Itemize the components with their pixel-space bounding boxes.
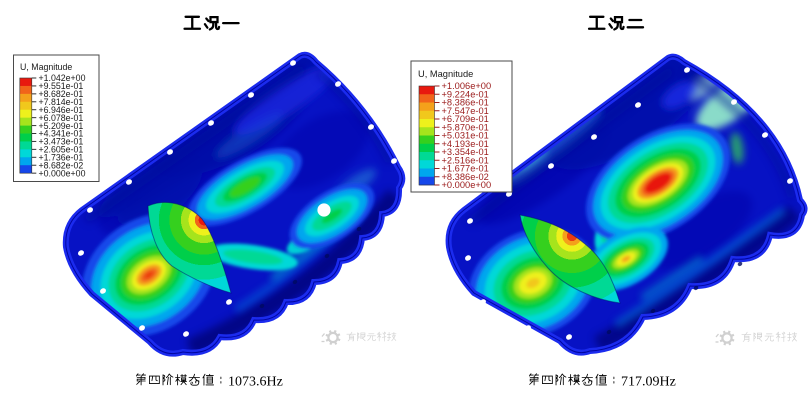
svg-text:+8.682e-02: +8.682e-02 (39, 160, 84, 170)
svg-text:+3.473e-01: +3.473e-01 (39, 137, 84, 147)
svg-text:+5.209e-01: +5.209e-01 (39, 121, 84, 131)
svg-text:+0.000e+00: +0.000e+00 (39, 168, 86, 178)
svg-text:+6.078e-01: +6.078e-01 (39, 113, 84, 123)
svg-text:+8.386e-02: +8.386e-02 (442, 172, 489, 182)
svg-text:+7.814e-01: +7.814e-01 (39, 97, 84, 107)
svg-text:+1.042e+00: +1.042e+00 (39, 73, 86, 83)
svg-text:+7.547e-01: +7.547e-01 (442, 106, 489, 116)
svg-text:+2.605e-01: +2.605e-01 (39, 145, 84, 155)
svg-text:+8.386e-01: +8.386e-01 (442, 98, 489, 108)
svg-text:+9.551e-01: +9.551e-01 (39, 81, 84, 91)
svg-text:+4.341e-01: +4.341e-01 (39, 129, 84, 139)
svg-text:+1.736e-01: +1.736e-01 (39, 153, 84, 163)
svg-text:+6.946e-01: +6.946e-01 (39, 105, 84, 115)
svg-text:+2.516e-01: +2.516e-01 (442, 155, 489, 165)
svg-text:+5.870e-01: +5.870e-01 (442, 122, 489, 132)
svg-text:+0.000e+00: +0.000e+00 (442, 180, 492, 190)
svg-text:+4.193e-01: +4.193e-01 (442, 139, 489, 149)
svg-text:+5.031e-01: +5.031e-01 (442, 131, 489, 141)
svg-text:+1.677e-01: +1.677e-01 (442, 164, 489, 174)
svg-text:+1.006e+00: +1.006e+00 (442, 81, 492, 91)
svg-text:+3.354e-01: +3.354e-01 (442, 147, 489, 157)
svg-text:1073.6Hz: 1073.6Hz (228, 375, 283, 390)
svg-text:717.09Hz: 717.09Hz (621, 375, 676, 390)
svg-text:+8.682e-01: +8.682e-01 (39, 89, 84, 99)
svg-text:+9.224e-01: +9.224e-01 (442, 89, 489, 99)
svg-text:U, Magnitude: U, Magnitude (418, 69, 473, 79)
svg-text:+6.709e-01: +6.709e-01 (442, 114, 489, 124)
svg-text:U, Magnitude: U, Magnitude (20, 62, 72, 72)
